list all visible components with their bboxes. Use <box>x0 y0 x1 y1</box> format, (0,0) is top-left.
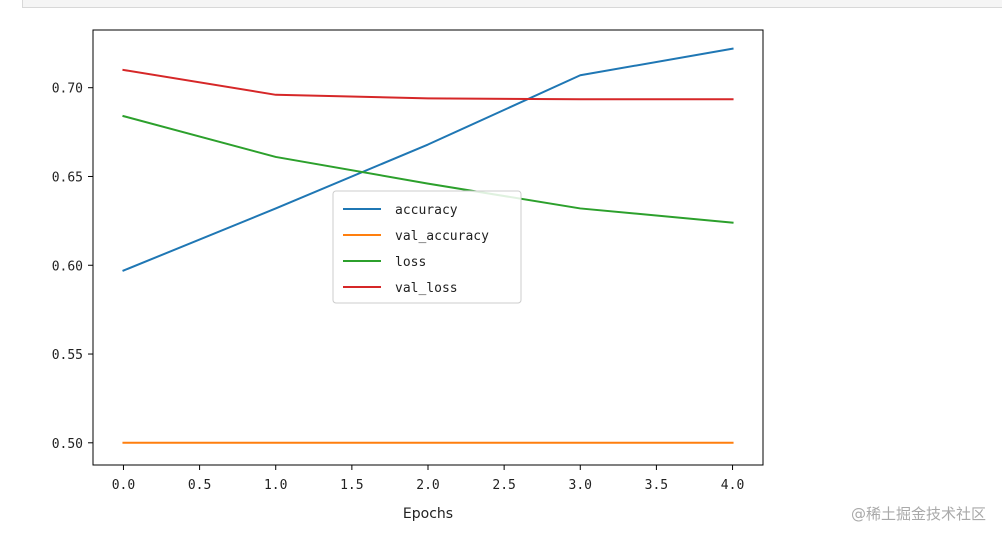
y-tick-label: 0.50 <box>52 437 83 452</box>
y-tick-label: 0.70 <box>52 82 83 97</box>
x-tick-label: 2.0 <box>416 478 439 493</box>
legend-label-accuracy: accuracy <box>395 203 458 218</box>
x-axis-ticks: 0.0 0.5 1.0 1.5 2.0 2.5 3.0 3.5 4.0 <box>112 465 744 493</box>
series-line-loss <box>122 114 734 224</box>
x-tick-label: 0.5 <box>188 478 211 493</box>
x-tick-label: 4.0 <box>721 478 744 493</box>
legend-label-val-accuracy: val_accuracy <box>395 229 489 244</box>
series-line-val-loss <box>122 68 734 101</box>
series-lines <box>122 47 734 444</box>
notebook-cell-border <box>22 0 1002 8</box>
watermark: @稀土掘金技术社区 <box>850 505 986 523</box>
y-axis-ticks: 0.50 0.55 0.60 0.65 0.70 <box>52 82 93 452</box>
legend-box <box>332 190 522 304</box>
series-line-accuracy <box>122 47 734 272</box>
legend-label-val-loss: val_loss <box>395 281 458 296</box>
legend-label-loss: loss <box>395 255 426 270</box>
x-tick-label: 1.5 <box>340 478 363 493</box>
x-tick-label: 3.5 <box>645 478 668 493</box>
x-tick-label: 2.5 <box>492 478 515 493</box>
y-tick-label: 0.60 <box>52 259 83 274</box>
x-axis-label: Epochs <box>403 506 453 522</box>
x-tick-label: 0.0 <box>112 478 135 493</box>
y-tick-label: 0.65 <box>52 170 83 185</box>
x-tick-label: 3.0 <box>569 478 592 493</box>
x-tick-label: 1.0 <box>264 478 287 493</box>
y-tick-label: 0.55 <box>52 348 83 363</box>
